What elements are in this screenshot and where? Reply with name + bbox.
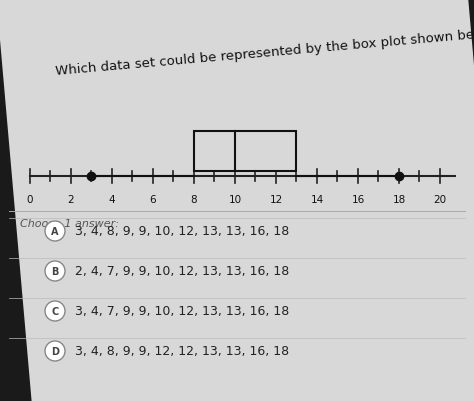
Text: 2, 4, 7, 9, 9, 10, 12, 13, 13, 16, 18: 2, 4, 7, 9, 9, 10, 12, 13, 13, 16, 18: [75, 265, 289, 278]
Text: 14: 14: [310, 194, 324, 205]
Text: 0: 0: [27, 194, 33, 205]
Text: Choose 1 answer:: Choose 1 answer:: [20, 219, 119, 229]
Text: 16: 16: [351, 194, 365, 205]
Text: D: D: [51, 346, 59, 356]
Text: 3, 4, 8, 9, 9, 12, 12, 13, 13, 16, 18: 3, 4, 8, 9, 9, 12, 12, 13, 13, 16, 18: [75, 344, 289, 358]
Text: B: B: [51, 266, 59, 276]
Circle shape: [45, 341, 65, 361]
Text: 8: 8: [191, 194, 197, 205]
Text: 20: 20: [433, 194, 447, 205]
Text: Which data set could be represented by the box plot shown below?: Which data set could be represented by t…: [55, 26, 474, 78]
Text: 6: 6: [150, 194, 156, 205]
Circle shape: [45, 301, 65, 321]
Text: A: A: [51, 227, 59, 237]
Text: C: C: [51, 306, 59, 316]
Text: 12: 12: [269, 194, 283, 205]
Text: 2: 2: [68, 194, 74, 205]
Text: 4: 4: [109, 194, 115, 205]
Text: 3, 4, 7, 9, 9, 10, 12, 13, 13, 16, 18: 3, 4, 7, 9, 9, 10, 12, 13, 13, 16, 18: [75, 305, 289, 318]
Circle shape: [45, 221, 65, 241]
Bar: [194, 132, 297, 172]
Circle shape: [45, 261, 65, 281]
Text: 18: 18: [392, 194, 406, 205]
Text: 3, 4, 8, 9, 9, 10, 12, 13, 13, 16, 18: 3, 4, 8, 9, 9, 10, 12, 13, 13, 16, 18: [75, 225, 289, 238]
Text: 10: 10: [228, 194, 242, 205]
